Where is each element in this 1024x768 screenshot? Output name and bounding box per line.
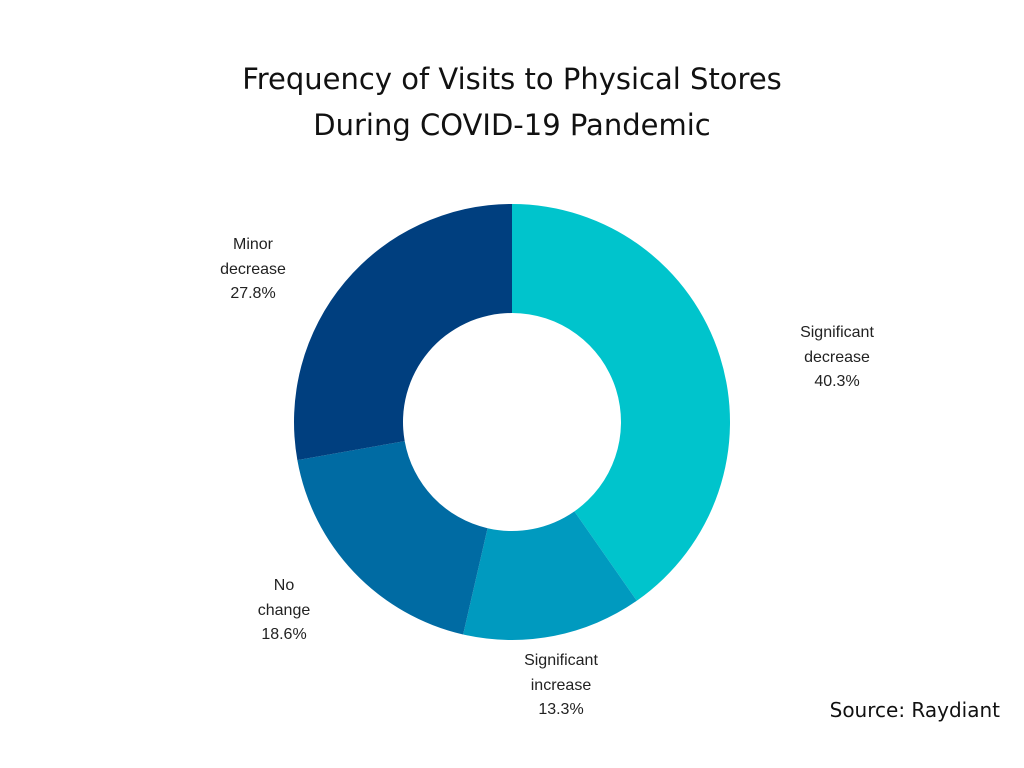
slice-label-line-1: Significant [524, 652, 598, 669]
slice-label-line-2: decrease [220, 260, 286, 278]
slice-value-label: 18.6% [261, 626, 307, 643]
slice-label-line-2: increase [530, 676, 592, 694]
slice-label-minor-decrease: Minor decrease 27.8% [173, 233, 333, 307]
donut-slice-3 [294, 204, 512, 461]
slice-label-significant-decrease: Significant decrease 40.3% [757, 321, 917, 395]
donut-slice-0 [512, 204, 730, 601]
slice-label-no-change: No change 18.6% [204, 574, 364, 648]
source-note: Source: Raydiant [829, 698, 1000, 722]
chart-title: Frequency of Visits to Physical Stores D… [0, 56, 1024, 148]
slice-value-label: 40.3% [814, 373, 860, 390]
slice-label-line-2: decrease [804, 348, 870, 366]
slice-label-line-1: Significant [800, 324, 874, 341]
donut-slice-2 [297, 441, 488, 635]
donut-slice-1 [463, 511, 637, 640]
slice-label-significant-increase: Significant increase 13.3% [481, 649, 641, 723]
slice-label-line-1: Minor [232, 236, 273, 253]
chart-title-line-2: During COVID-19 Pandemic [313, 108, 711, 142]
slice-label-line-2: change [257, 601, 311, 619]
slice-label-line-1: No [273, 577, 295, 594]
slice-value-label: 13.3% [538, 701, 584, 718]
chart-title-line-1: Frequency of Visits to Physical Stores [242, 62, 782, 96]
slice-value-label: 27.8% [230, 285, 276, 302]
